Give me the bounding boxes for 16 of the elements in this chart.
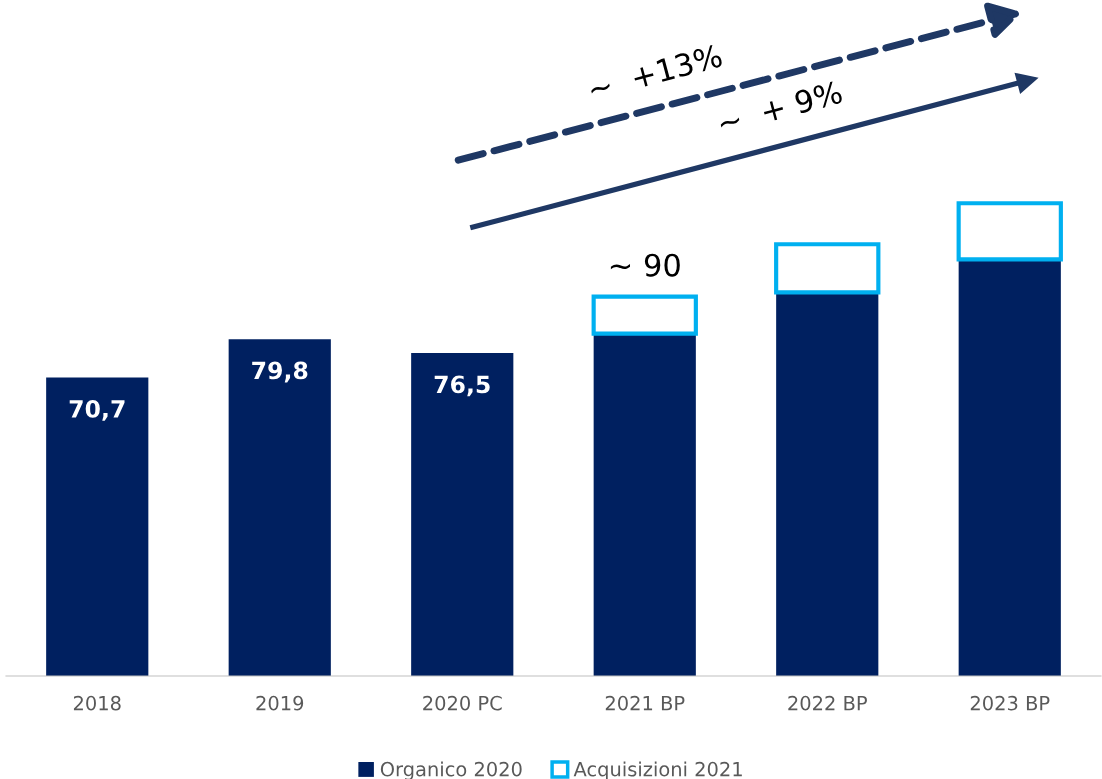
total-label: ~ 90	[610, 253, 680, 277]
data-label: 76,5	[434, 375, 490, 397]
bar	[958, 259, 1061, 676]
data-label: 79,8	[252, 361, 308, 383]
x-tick-label: 2023 BP	[970, 695, 1050, 711]
bar	[593, 333, 696, 676]
data-label: 70,7	[69, 399, 125, 421]
x-tick-label: 2019	[256, 695, 304, 711]
bar	[776, 292, 879, 676]
x-tick-label: 2021 BP	[605, 695, 685, 711]
x-tick-label: 2020 PC	[423, 695, 502, 711]
bar	[228, 339, 331, 676]
bar	[411, 353, 514, 676]
x-tick-label: 2022 BP	[788, 695, 867, 711]
bar	[46, 377, 149, 676]
x-tick-label: 2018	[73, 695, 121, 711]
